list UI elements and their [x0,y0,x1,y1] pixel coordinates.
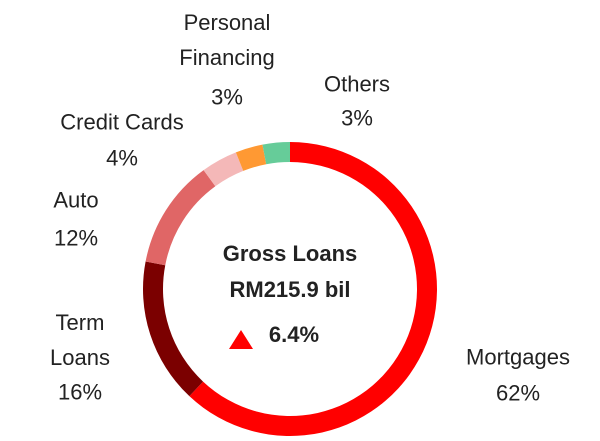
donut-segment [142,261,204,397]
category-label: Personal Financing [179,10,275,70]
center-change: 6.4% [268,322,320,347]
category-label: Term Loans [50,310,110,370]
value-label: 3% [211,84,243,110]
value-label: 62% [495,380,541,406]
value-label: 3% [341,105,373,131]
donut-segment [145,170,216,266]
center-title: Gross Loans [222,241,358,266]
category-label: Auto [53,187,99,213]
center-value: RM215.9 bil [229,277,351,302]
donut-segment [203,152,244,187]
value-label: 4% [106,145,138,171]
category-label: Credit Cards [60,109,184,135]
up-triangle-icon [229,330,253,349]
value-label: 12% [53,225,99,251]
category-label: Mortgages [466,344,570,370]
value-label: 16% [57,379,103,405]
donut-segment [235,144,267,171]
donut-segment [262,142,290,165]
category-label: Others [323,71,391,97]
donut-segment [189,142,437,436]
